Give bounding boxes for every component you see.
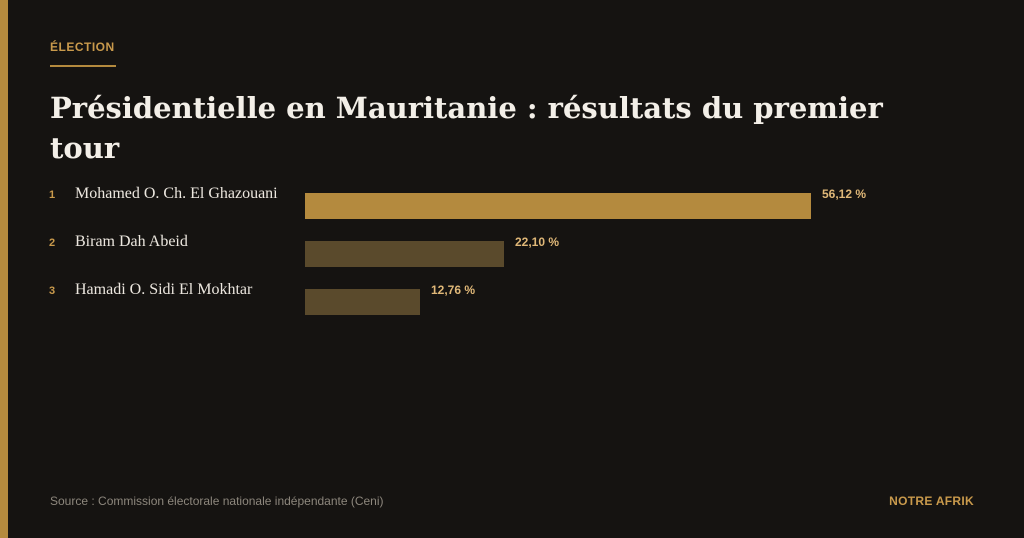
chart-row: 1 Mohamed O. Ch. El Ghazouani 56,12 % <box>0 185 1024 219</box>
kicker-underline <box>50 65 116 67</box>
bar <box>305 289 420 315</box>
rank-number: 2 <box>49 237 56 249</box>
chart-row: 3 Hamadi O. Sidi El Mokhtar 12,76 % <box>0 281 1024 315</box>
bar <box>305 241 504 267</box>
brand-logo-text: NOTRE AFRIK <box>889 494 974 508</box>
chart-title: Présidentielle en Mauritanie : résultats… <box>50 91 883 165</box>
source-note: Source : Commission électorale nationale… <box>50 494 384 508</box>
bar <box>305 193 811 219</box>
bar-value-label: 56,12 % <box>822 187 867 201</box>
bar-value-label: 22,10 % <box>515 235 560 249</box>
chart-row: 2 Biram Dah Abeid 22,10 % <box>0 233 1024 267</box>
rank-number: 3 <box>49 285 56 297</box>
rank-number: 1 <box>49 189 56 201</box>
bar-value-label: 12,76 % <box>431 283 476 297</box>
candidate-name: Biram Dah Abeid <box>75 233 188 250</box>
left-accent-bar <box>0 0 8 538</box>
candidate-name: Mohamed O. Ch. El Ghazouani <box>75 185 278 202</box>
candidate-name: Hamadi O. Sidi El Mokhtar <box>75 281 253 298</box>
section-kicker: ÉLECTION <box>50 40 115 54</box>
